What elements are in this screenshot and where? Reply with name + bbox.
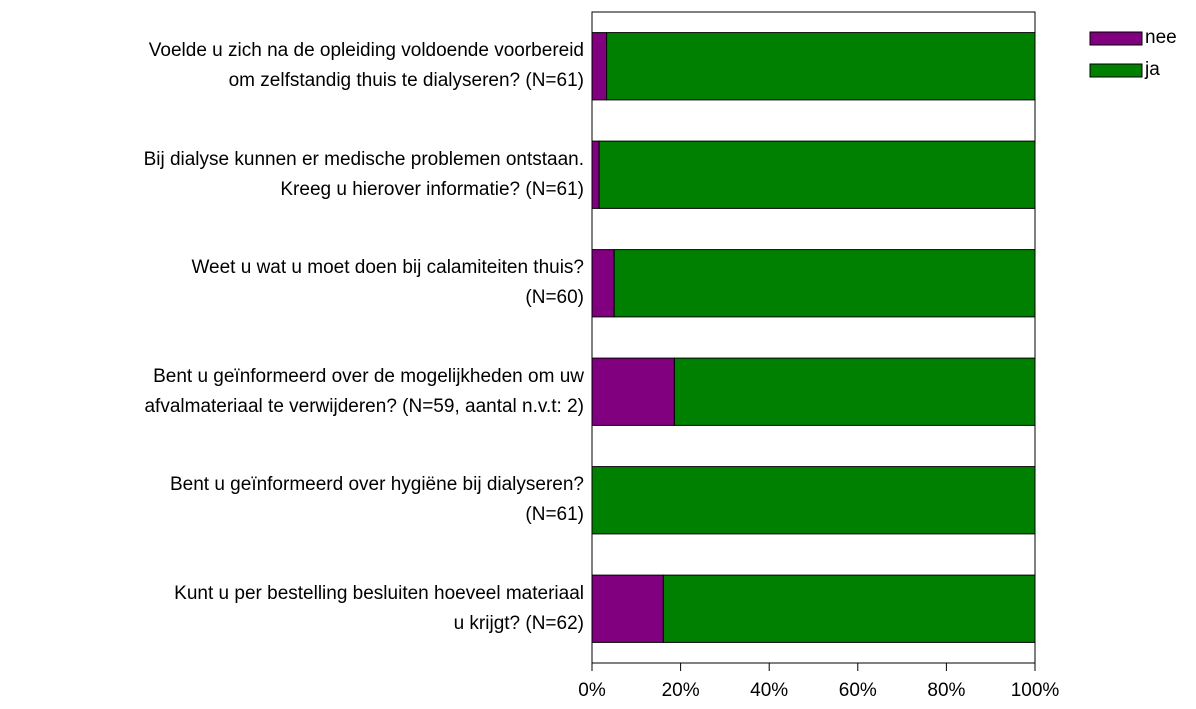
bar [598,140,1036,209]
y-tick-label: Bij dialyse kunnen er medische problemen… [143,148,584,200]
bar [591,249,615,318]
x-tick-label: 20% [662,680,700,701]
bar [613,249,1036,318]
legend-label: nee [1145,27,1177,48]
x-tick-label: 0% [578,680,606,701]
y-tick-label: Voelde u zich na de opleiding voldoende … [148,40,584,92]
bar [591,574,664,643]
legend-swatch [1089,31,1143,46]
legend-swatch [1089,63,1143,78]
legend-label: ja [1144,59,1160,80]
bar [662,574,1036,643]
bar [673,357,1036,426]
plot-area [591,11,1036,664]
y-tick-label: Kunt u per bestelling besluiten hoeveel … [174,582,584,634]
bar [591,140,600,209]
x-tick-label: 80% [927,680,965,701]
x-tick-label: 60% [839,680,877,701]
x-tick-label: 100% [1011,680,1060,701]
y-tick-label: Bent u geïnformeerd over de mogelijkhede… [144,365,584,417]
y-tick-label: Bent u geïnformeerd over hygiëne bij dia… [169,474,584,526]
y-tick-label: Weet u wat u moet doen bij calamiteiten … [191,257,584,309]
x-tick-label: 40% [750,680,788,701]
bar [591,357,675,426]
bar [591,32,608,101]
bar [591,466,1036,535]
bar [606,32,1036,101]
